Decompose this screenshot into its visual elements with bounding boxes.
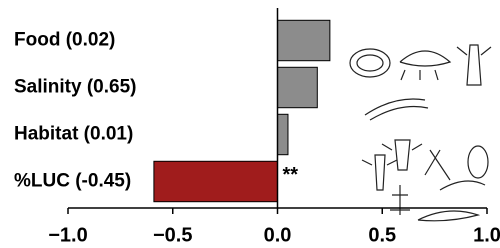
shrimp-icon bbox=[418, 211, 478, 221]
category-label: Salinity (0.65) bbox=[14, 77, 137, 98]
larva-icon bbox=[382, 140, 422, 170]
annotation: ** bbox=[283, 164, 299, 186]
x-tick-label: 0.5 bbox=[368, 224, 396, 246]
shrimp-icon bbox=[400, 51, 450, 80]
x-tick-label: 0.0 bbox=[264, 224, 292, 246]
bar bbox=[154, 161, 278, 201]
organism-illustrations bbox=[350, 45, 491, 221]
category-label: %LUC (-0.45) bbox=[14, 171, 131, 192]
x-tick-label: −1.0 bbox=[48, 224, 87, 246]
x-tick-label: −0.5 bbox=[153, 224, 192, 246]
bar bbox=[278, 67, 318, 107]
amphipod-icon bbox=[365, 99, 428, 120]
bar bbox=[278, 114, 288, 154]
snail-icon bbox=[468, 146, 488, 178]
bar bbox=[278, 20, 330, 60]
category-label: Habitat (0.01) bbox=[14, 124, 133, 145]
larva-icon bbox=[425, 150, 450, 180]
isopod-icon bbox=[457, 45, 491, 85]
clam-icon bbox=[357, 55, 383, 71]
clam-icon bbox=[350, 49, 390, 77]
worm-icon bbox=[440, 181, 485, 190]
insect-icon bbox=[390, 185, 410, 215]
x-tick-label: 1.0 bbox=[473, 224, 500, 246]
chart: Food (0.02) Salinity (0.65) Habitat (0.01)… bbox=[0, 0, 500, 248]
insect-icon bbox=[362, 155, 397, 190]
category-label: Food (0.02) bbox=[14, 30, 115, 51]
